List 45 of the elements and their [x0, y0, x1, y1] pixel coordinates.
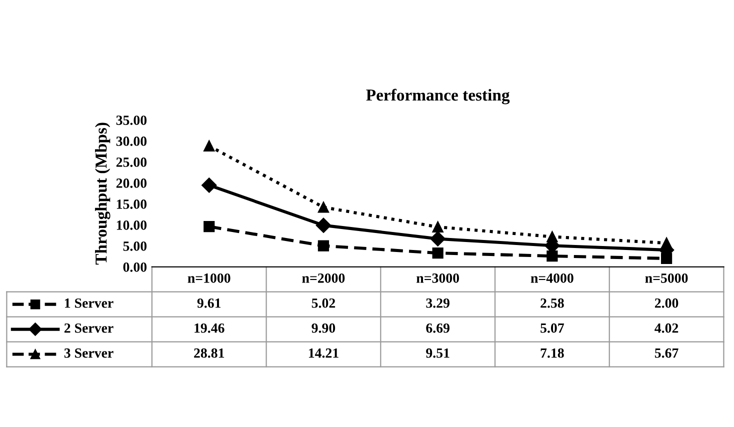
- data-label: 2.58: [540, 298, 564, 308]
- data-label: 14.21: [308, 348, 338, 358]
- legend-label: 3 Server: [64, 348, 114, 358]
- y-tick-label: 0.00: [123, 262, 147, 272]
- data-label: 2.00: [654, 298, 678, 308]
- point: [430, 231, 446, 246]
- data-label: 19.46: [194, 323, 224, 333]
- point: [204, 140, 215, 152]
- data-label: 9.61: [197, 298, 221, 308]
- point: [318, 202, 330, 213]
- y-tick-label: 30.00: [116, 136, 147, 146]
- data-label: 5.02: [312, 298, 336, 308]
- point: [202, 178, 217, 193]
- data-label: 9.90: [312, 323, 336, 333]
- y-tick-label: 35.00: [116, 116, 147, 126]
- data-label: 7.18: [540, 348, 564, 358]
- point: [316, 218, 332, 233]
- data-label: 28.81: [194, 348, 224, 358]
- point: [546, 250, 558, 262]
- data-label: 3.29: [426, 298, 450, 308]
- y-tick-label: 5.00: [123, 241, 147, 251]
- y-axis-title: Throughput (Mbps): [95, 122, 110, 265]
- x-tick-label: n=4000: [530, 273, 574, 283]
- data-label: 5.67: [654, 348, 678, 358]
- data-label: 4.02: [654, 323, 678, 333]
- point: [432, 248, 444, 259]
- point: [204, 220, 215, 232]
- y-tick-label: 10.00: [116, 220, 147, 230]
- x-tick-label: n=5000: [645, 273, 688, 283]
- data-label: 9.51: [426, 348, 450, 358]
- y-tick-label: 20.00: [116, 178, 147, 188]
- y-tick-label: 25.00: [116, 158, 147, 167]
- x-tick-label: n=3000: [416, 273, 460, 283]
- y-tick-label: 15.00: [116, 200, 147, 209]
- data-label: 6.69: [426, 323, 450, 333]
- legend-label: 2 Server: [64, 323, 114, 333]
- point: [546, 231, 558, 242]
- x-tick-label: n=2000: [302, 273, 345, 283]
- x-tick-label: n=1000: [188, 273, 230, 283]
- data-label: 5.07: [540, 323, 564, 333]
- chart-title: Performance testing: [366, 88, 510, 104]
- point: [660, 238, 672, 249]
- point: [318, 240, 330, 252]
- legend-label: 1 Server: [64, 298, 114, 308]
- point: [432, 221, 444, 233]
